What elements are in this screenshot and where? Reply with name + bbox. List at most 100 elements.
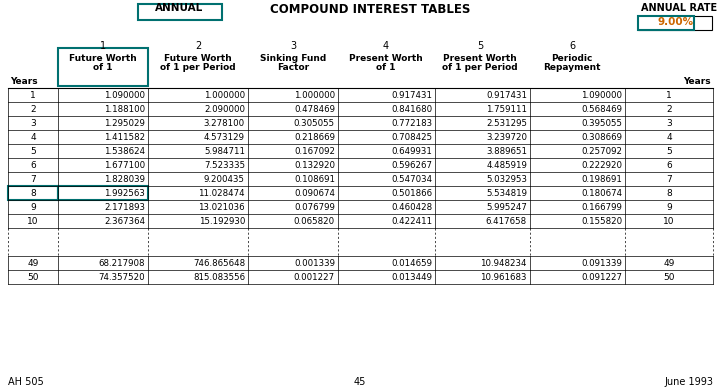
Text: 0.166799: 0.166799: [581, 202, 622, 211]
Text: 50: 50: [27, 273, 39, 282]
Text: 3.889651: 3.889651: [486, 147, 527, 156]
Text: 9.00%: 9.00%: [658, 17, 694, 27]
Text: 1.295029: 1.295029: [104, 119, 145, 128]
Text: 0.091339: 0.091339: [581, 259, 622, 268]
Text: 5: 5: [30, 147, 36, 156]
Text: 746.865648: 746.865648: [193, 259, 245, 268]
Text: 3.239720: 3.239720: [486, 133, 527, 142]
Text: 8: 8: [30, 188, 36, 197]
Text: 0.108691: 0.108691: [294, 174, 335, 184]
Text: 7: 7: [666, 174, 672, 184]
Text: 2: 2: [195, 41, 201, 51]
Text: 3: 3: [666, 119, 672, 128]
Text: 0.460428: 0.460428: [391, 202, 432, 211]
Text: 6: 6: [569, 41, 575, 51]
Text: 0.090674: 0.090674: [294, 188, 335, 197]
Text: 0.395055: 0.395055: [581, 119, 622, 128]
Text: 5.984711: 5.984711: [204, 147, 245, 156]
Text: 0.708425: 0.708425: [391, 133, 432, 142]
Text: 8: 8: [666, 188, 672, 197]
Text: Future Worth: Future Worth: [164, 54, 232, 63]
Text: 2: 2: [666, 105, 672, 113]
Text: 5.995247: 5.995247: [486, 202, 527, 211]
Text: 2.367364: 2.367364: [104, 216, 145, 225]
Text: Periodic: Periodic: [552, 54, 593, 63]
Text: 815.083556: 815.083556: [193, 273, 245, 282]
Bar: [58, 186, 148, 200]
Text: 1.000000: 1.000000: [204, 90, 245, 99]
Text: 4: 4: [30, 133, 36, 142]
Text: 68.217908: 68.217908: [99, 259, 145, 268]
Text: 0.308669: 0.308669: [581, 133, 622, 142]
Text: 0.014659: 0.014659: [391, 259, 432, 268]
Text: 1.538624: 1.538624: [104, 147, 145, 156]
Text: of 1: of 1: [93, 63, 112, 72]
Text: June 1993: June 1993: [664, 377, 713, 387]
Text: Repayment: Repayment: [543, 63, 601, 72]
Text: 10: 10: [27, 216, 39, 225]
Bar: [638, 16, 712, 30]
Text: 74.357520: 74.357520: [98, 273, 145, 282]
Text: 0.305055: 0.305055: [294, 119, 335, 128]
Text: 10.948234: 10.948234: [480, 259, 527, 268]
Text: 6: 6: [30, 161, 36, 170]
Text: 0.001227: 0.001227: [294, 273, 335, 282]
Text: 2.171893: 2.171893: [104, 202, 145, 211]
Text: 0.001339: 0.001339: [294, 259, 335, 268]
Text: 15.192930: 15.192930: [198, 216, 245, 225]
Text: 0.218669: 0.218669: [294, 133, 335, 142]
Text: 0.478469: 0.478469: [294, 105, 335, 113]
Text: of 1: of 1: [376, 63, 396, 72]
Text: 9.200435: 9.200435: [204, 174, 245, 184]
Text: 49: 49: [27, 259, 39, 268]
Text: Years: Years: [684, 77, 711, 86]
Text: 0.422411: 0.422411: [391, 216, 432, 225]
Text: 1.992563: 1.992563: [104, 188, 145, 197]
Text: 2.090000: 2.090000: [204, 105, 245, 113]
Text: 2: 2: [30, 105, 36, 113]
Text: 1: 1: [100, 41, 106, 51]
Text: 0.167092: 0.167092: [294, 147, 335, 156]
Text: Present Worth: Present Worth: [443, 54, 517, 63]
Text: 0.076799: 0.076799: [294, 202, 335, 211]
Text: 0.649931: 0.649931: [391, 147, 432, 156]
Text: 13.021036: 13.021036: [198, 202, 245, 211]
Bar: [8, 186, 58, 200]
Text: 0.198691: 0.198691: [581, 174, 622, 184]
Text: 11.028474: 11.028474: [198, 188, 245, 197]
Bar: [138, 4, 222, 20]
Text: 1.677100: 1.677100: [104, 161, 145, 170]
Text: 0.257092: 0.257092: [581, 147, 622, 156]
Text: 4: 4: [666, 133, 672, 142]
Text: of 1 per Period: of 1 per Period: [160, 63, 236, 72]
Text: COMPOUND INTEREST TABLES: COMPOUND INTEREST TABLES: [270, 3, 470, 16]
Text: of 1 per Period: of 1 per Period: [442, 63, 518, 72]
Text: Years: Years: [10, 77, 37, 86]
Text: 1.411582: 1.411582: [104, 133, 145, 142]
Text: 1.090000: 1.090000: [581, 90, 622, 99]
Text: 9: 9: [30, 202, 36, 211]
Text: Factor: Factor: [277, 63, 309, 72]
Text: 5.032953: 5.032953: [486, 174, 527, 184]
Text: 1.828039: 1.828039: [104, 174, 145, 184]
Text: 1.000000: 1.000000: [294, 90, 335, 99]
Text: 9: 9: [666, 202, 672, 211]
Text: 6: 6: [666, 161, 672, 170]
Text: 5: 5: [477, 41, 483, 51]
Text: 0.222920: 0.222920: [581, 161, 622, 170]
Text: 6.417658: 6.417658: [486, 216, 527, 225]
Text: 45: 45: [354, 377, 366, 387]
Text: 0.772183: 0.772183: [391, 119, 432, 128]
Text: 4: 4: [383, 41, 389, 51]
Text: 3: 3: [290, 41, 296, 51]
Text: 1.090000: 1.090000: [104, 90, 145, 99]
Text: 1: 1: [666, 90, 672, 99]
Text: 0.841680: 0.841680: [391, 105, 432, 113]
Text: 4.573129: 4.573129: [204, 133, 245, 142]
Text: 0.917431: 0.917431: [486, 90, 527, 99]
Text: 0.065820: 0.065820: [294, 216, 335, 225]
Text: 0.180674: 0.180674: [581, 188, 622, 197]
Text: Sinking Fund: Sinking Fund: [260, 54, 326, 63]
Text: 3.278100: 3.278100: [204, 119, 245, 128]
Text: 0.547034: 0.547034: [391, 174, 432, 184]
